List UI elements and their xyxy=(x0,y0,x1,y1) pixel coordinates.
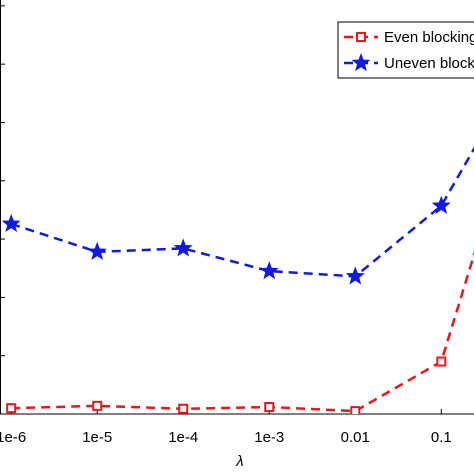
legend-label: Uneven blocking xyxy=(384,55,474,72)
marker xyxy=(431,195,451,214)
legend-label: Even blocking xyxy=(384,29,474,46)
legend-box xyxy=(337,21,474,79)
marker xyxy=(436,356,447,367)
x-tick-label: 1e-5 xyxy=(82,429,112,446)
marker xyxy=(173,238,193,257)
marker xyxy=(264,402,275,413)
marker xyxy=(178,403,189,414)
series-line xyxy=(11,250,474,413)
plot-area xyxy=(1,146,474,414)
marker xyxy=(6,403,17,414)
marker xyxy=(259,261,279,280)
marker xyxy=(350,406,361,414)
marker xyxy=(345,266,365,285)
marker xyxy=(351,53,371,72)
x-axis-label: λ xyxy=(235,453,243,470)
marker xyxy=(356,32,366,42)
marker xyxy=(87,241,107,260)
marker xyxy=(92,400,103,411)
x-tick-label: 0.01 xyxy=(341,429,370,446)
series-line xyxy=(10,146,474,278)
x-tick-label: 1e-4 xyxy=(168,429,198,446)
x-tick-label: 0.1 xyxy=(431,429,452,446)
x-tick-label: 1e-6 xyxy=(0,429,26,446)
x-tick-label: 1e-3 xyxy=(254,429,284,446)
marker xyxy=(1,213,21,232)
